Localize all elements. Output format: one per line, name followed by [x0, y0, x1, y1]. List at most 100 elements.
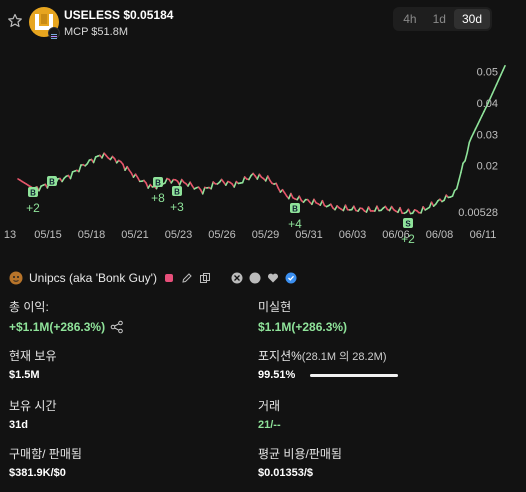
x-tick-label: 05/15: [34, 229, 62, 241]
y-tick-label: 0.04: [477, 98, 498, 110]
trade-marker-label: B: [30, 189, 36, 198]
trade-marker-count: +4: [288, 217, 302, 231]
y-tick-label: 0.00528: [458, 207, 498, 219]
token-logo: [29, 7, 59, 37]
price-line-segment: [69, 171, 74, 180]
star-icon[interactable]: [7, 13, 23, 29]
price-line-segment: [344, 204, 349, 211]
price-line-segment: [321, 199, 326, 207]
avg-cost-label: 평균 비용/판매됨: [258, 447, 342, 461]
y-tick-label: 0.02: [477, 161, 498, 173]
market-cap: MCP $51.8M: [64, 26, 128, 38]
x-tick-label: 05/26: [208, 229, 236, 241]
timeframe-1d[interactable]: 1d: [432, 12, 446, 26]
price-line-segment: [493, 83, 498, 90]
x-social-icon[interactable]: [231, 272, 243, 284]
price-line-segment: [38, 185, 42, 192]
y-tick-label: 0.03: [477, 129, 498, 141]
position: 99.51%: [258, 369, 398, 381]
price-line-segment: [451, 189, 456, 197]
avg-cost-value: $0.01353/$: [258, 467, 314, 479]
trade-marker: [47, 176, 57, 186]
x-tick-label: 06/08: [426, 229, 454, 241]
chain-icon: [48, 27, 60, 39]
trade-marker-label: B: [174, 188, 180, 197]
heart-icon[interactable]: [267, 272, 279, 284]
price-line-segment: [495, 78, 500, 86]
position-value: 99.51%: [258, 369, 296, 381]
price-line-segment: [178, 178, 183, 186]
price-line-segment: [472, 127, 477, 134]
trade-marker-count: +8: [151, 191, 165, 205]
trade-marker: [290, 203, 300, 213]
price-line-segment: [491, 88, 496, 95]
price-chart[interactable]: 13 05/15 05/18 05/21 05/23 05/26 05/29 05/31 06/…: [0, 44, 526, 244]
trader-row: Unipcs (aka 'Bonk Guy'): [9, 268, 297, 288]
copy-icon[interactable]: [199, 272, 211, 284]
price-line-segment: [122, 163, 126, 172]
price-line-segment: [483, 106, 487, 113]
price-line-segment: [485, 102, 490, 108]
price-line-segment: [275, 182, 280, 190]
x-tick-label: 05/18: [78, 229, 106, 241]
trade-marker: [153, 177, 163, 187]
hold-time-label: 보유 시간: [9, 399, 57, 413]
trade-marker-label: B: [292, 205, 298, 214]
trades-value: 21/--: [258, 419, 281, 431]
x-tick-label: 06/03: [339, 229, 367, 241]
price-line-segment: [458, 171, 462, 182]
price-line-segment: [92, 156, 97, 164]
buy-sell-label: 구매함/ 판매됨: [9, 447, 82, 461]
buy-sell-value: $381.9K/$0: [9, 467, 66, 479]
trade-marker-count: +2: [26, 201, 40, 215]
price-line-segment: [241, 176, 246, 184]
unrealized-label: 미실현: [258, 300, 292, 314]
total-profit: +$1.1M(+286.3%): [9, 320, 124, 334]
total-profit-value: +$1.1M(+286.3%): [9, 320, 106, 334]
price-line-segment: [210, 181, 215, 190]
x-tick-label: 05/21: [121, 229, 149, 241]
price-line-segment: [487, 97, 492, 104]
price-line-segment: [233, 180, 238, 188]
price-line-segment: [298, 195, 303, 202]
timeframe-4h[interactable]: 4h: [403, 12, 417, 26]
position-label: 포지션%(28.1M 의 28.2M): [258, 349, 387, 363]
badge-icon: [164, 274, 173, 282]
edit-icon[interactable]: [181, 272, 193, 284]
trader-avatar: [9, 271, 23, 285]
price-line-segment: [399, 206, 403, 214]
trade-marker: [403, 218, 413, 228]
unrealized-value: $1.1M(+286.3%): [258, 320, 348, 334]
trade-marker: [172, 186, 182, 196]
token-ticker: USELESS $0.05184: [64, 8, 174, 22]
trade-marker: [28, 187, 38, 197]
verified-icon: [285, 272, 297, 284]
position-bar: [310, 374, 398, 377]
timeframe-30d[interactable]: 30d: [453, 9, 490, 29]
price-line-segment: [443, 194, 448, 202]
circle-icon[interactable]: [249, 272, 261, 284]
price-line-segment: [78, 164, 82, 173]
x-tick-label: 06/11: [470, 229, 497, 241]
price-line-segment: [164, 177, 168, 184]
price-line-segment: [470, 132, 475, 139]
timeframe-selector: 4h 1d 30d: [393, 7, 492, 31]
price-line-segment: [455, 179, 460, 190]
price-line-segment: [201, 186, 206, 195]
price-line-segment: [464, 151, 469, 162]
x-tick-label: 05/29: [252, 229, 280, 241]
trades-label: 거래: [258, 399, 281, 413]
price-line-segment: [466, 141, 471, 154]
price-line-segment: [468, 136, 473, 144]
price-line-segment: [497, 74, 502, 81]
trade-marker-count: +3: [170, 200, 184, 214]
x-tick-label: 05/31: [295, 229, 323, 241]
token-header: USELESS $0.05184 MCP $51.8M 4h 1d 30d: [0, 0, 526, 44]
share-icon[interactable]: [110, 320, 124, 334]
price-line-segment: [479, 115, 483, 121]
x-tick-label: 06/06: [382, 229, 410, 241]
trader-name: Unipcs (aka 'Bonk Guy'): [29, 271, 157, 285]
price-line-segment: [474, 123, 479, 130]
x-tick-label: 13: [4, 229, 16, 241]
y-tick-label: 0.05: [477, 66, 498, 78]
